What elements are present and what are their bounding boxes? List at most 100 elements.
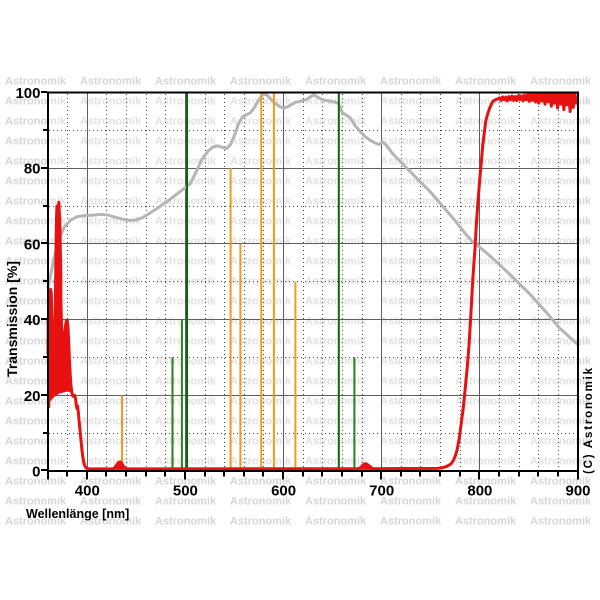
- svg-text:Astronomik: Astronomik: [305, 156, 367, 168]
- svg-text:Astronomik: Astronomik: [305, 276, 367, 288]
- svg-text:Astronomik: Astronomik: [305, 496, 367, 508]
- svg-text:Astronomik: Astronomik: [380, 456, 442, 468]
- svg-text:700: 700: [369, 483, 394, 500]
- svg-text:Astronomik: Astronomik: [5, 476, 67, 488]
- svg-text:(C) Astronomik: (C) Astronomik: [583, 366, 595, 474]
- svg-text:Astronomik: Astronomik: [380, 296, 442, 308]
- svg-text:Astronomik: Astronomik: [380, 116, 442, 128]
- svg-text:Astronomik: Astronomik: [230, 476, 292, 488]
- svg-text:Astronomik: Astronomik: [5, 516, 67, 528]
- svg-text:Astronomik: Astronomik: [305, 476, 367, 488]
- svg-text:Astronomik: Astronomik: [380, 96, 442, 108]
- svg-text:Astronomik: Astronomik: [380, 76, 442, 88]
- svg-text:Astronomik: Astronomik: [530, 456, 592, 468]
- svg-text:Astronomik: Astronomik: [80, 476, 142, 488]
- svg-text:0: 0: [32, 464, 40, 481]
- svg-text:Astronomik: Astronomik: [5, 416, 67, 428]
- svg-text:Astronomik: Astronomik: [455, 76, 517, 88]
- svg-text:Astronomik: Astronomik: [530, 236, 592, 248]
- svg-text:Astronomik: Astronomik: [455, 416, 517, 428]
- svg-text:Astronomik: Astronomik: [530, 256, 592, 268]
- svg-text:40: 40: [24, 312, 41, 329]
- svg-text:Astronomik: Astronomik: [80, 496, 142, 508]
- svg-text:Astronomik: Astronomik: [155, 76, 217, 88]
- svg-text:Astronomik: Astronomik: [305, 436, 367, 448]
- svg-text:Astronomik: Astronomik: [530, 416, 592, 428]
- svg-text:Astronomik: Astronomik: [305, 296, 367, 308]
- svg-text:Astronomik: Astronomik: [5, 216, 67, 228]
- svg-text:Astronomik: Astronomik: [455, 436, 517, 448]
- svg-text:20: 20: [24, 388, 41, 405]
- svg-text:Astronomik: Astronomik: [380, 416, 442, 428]
- svg-text:100: 100: [15, 85, 40, 102]
- svg-text:Astronomik: Astronomik: [530, 356, 592, 368]
- svg-text:Astronomik: Astronomik: [305, 316, 367, 328]
- svg-text:Astronomik: Astronomik: [455, 456, 517, 468]
- svg-text:Astronomik: Astronomik: [530, 316, 592, 328]
- svg-text:Astronomik: Astronomik: [530, 196, 592, 208]
- svg-text:600: 600: [271, 483, 296, 500]
- svg-text:Astronomik: Astronomik: [305, 356, 367, 368]
- svg-text:Astronomik: Astronomik: [5, 96, 67, 108]
- svg-text:Astronomik: Astronomik: [5, 276, 67, 288]
- svg-text:Astronomik: Astronomik: [380, 196, 442, 208]
- svg-text:80: 80: [24, 161, 41, 178]
- svg-text:Astronomik: Astronomik: [5, 196, 67, 208]
- svg-text:Astronomik: Astronomik: [455, 176, 517, 188]
- svg-text:Astronomik: Astronomik: [455, 216, 517, 228]
- svg-text:Astronomik: Astronomik: [455, 516, 517, 528]
- svg-text:900: 900: [565, 483, 590, 500]
- svg-text:Astronomik: Astronomik: [455, 196, 517, 208]
- svg-text:Astronomik: Astronomik: [380, 276, 442, 288]
- svg-text:Astronomik: Astronomik: [5, 156, 67, 168]
- svg-text:Astronomik: Astronomik: [530, 476, 592, 488]
- svg-text:Astronomik: Astronomik: [455, 256, 517, 268]
- svg-text:Astronomik: Astronomik: [305, 236, 367, 248]
- svg-text:Astronomik: Astronomik: [530, 176, 592, 188]
- svg-text:Astronomik: Astronomik: [305, 396, 367, 408]
- svg-text:Astronomik: Astronomik: [5, 496, 67, 508]
- svg-text:Astronomik: Astronomik: [380, 316, 442, 328]
- svg-text:Astronomik: Astronomik: [380, 336, 442, 348]
- svg-text:Astronomik: Astronomik: [305, 196, 367, 208]
- svg-text:Astronomik: Astronomik: [305, 76, 367, 88]
- svg-text:Astronomik: Astronomik: [155, 516, 217, 528]
- svg-text:Astronomik: Astronomik: [530, 76, 592, 88]
- svg-text:60: 60: [24, 236, 41, 253]
- svg-text:Astronomik: Astronomik: [530, 396, 592, 408]
- svg-text:Astronomik: Astronomik: [455, 356, 517, 368]
- svg-text:Astronomik: Astronomik: [455, 156, 517, 168]
- svg-text:Astronomik: Astronomik: [5, 136, 67, 148]
- svg-text:Astronomik: Astronomik: [305, 376, 367, 388]
- svg-text:Astronomik: Astronomik: [530, 116, 592, 128]
- svg-text:Astronomik: Astronomik: [5, 176, 67, 188]
- svg-text:Astronomik: Astronomik: [455, 476, 517, 488]
- svg-text:800: 800: [467, 483, 492, 500]
- svg-text:Astronomik: Astronomik: [80, 76, 142, 88]
- svg-text:Astronomik: Astronomik: [5, 456, 67, 468]
- svg-text:Astronomik: Astronomik: [530, 436, 592, 448]
- svg-text:Astronomik: Astronomik: [305, 176, 367, 188]
- svg-text:Astronomik: Astronomik: [380, 436, 442, 448]
- svg-text:Astronomik: Astronomik: [530, 296, 592, 308]
- svg-text:Astronomik: Astronomik: [155, 496, 217, 508]
- svg-text:Astronomik: Astronomik: [530, 496, 592, 508]
- svg-text:Astronomik: Astronomik: [455, 496, 517, 508]
- svg-text:Astronomik: Astronomik: [380, 176, 442, 188]
- svg-text:Astronomik: Astronomik: [5, 236, 67, 248]
- svg-text:Astronomik: Astronomik: [305, 136, 367, 148]
- svg-text:Astronomik: Astronomik: [380, 476, 442, 488]
- svg-text:Astronomik: Astronomik: [305, 256, 367, 268]
- svg-text:Astronomik: Astronomik: [5, 116, 67, 128]
- svg-text:Astronomik: Astronomik: [530, 216, 592, 228]
- svg-text:Astronomik: Astronomik: [380, 516, 442, 528]
- svg-text:Astronomik: Astronomik: [230, 496, 292, 508]
- svg-text:Astronomik: Astronomik: [80, 516, 142, 528]
- svg-text:400: 400: [75, 483, 100, 500]
- svg-text:Astronomik: Astronomik: [530, 136, 592, 148]
- svg-text:Astronomik: Astronomik: [455, 396, 517, 408]
- svg-text:Astronomik: Astronomik: [530, 376, 592, 388]
- svg-text:Astronomik: Astronomik: [155, 476, 217, 488]
- svg-text:Astronomik: Astronomik: [305, 216, 367, 228]
- svg-text:Astronomik: Astronomik: [5, 436, 67, 448]
